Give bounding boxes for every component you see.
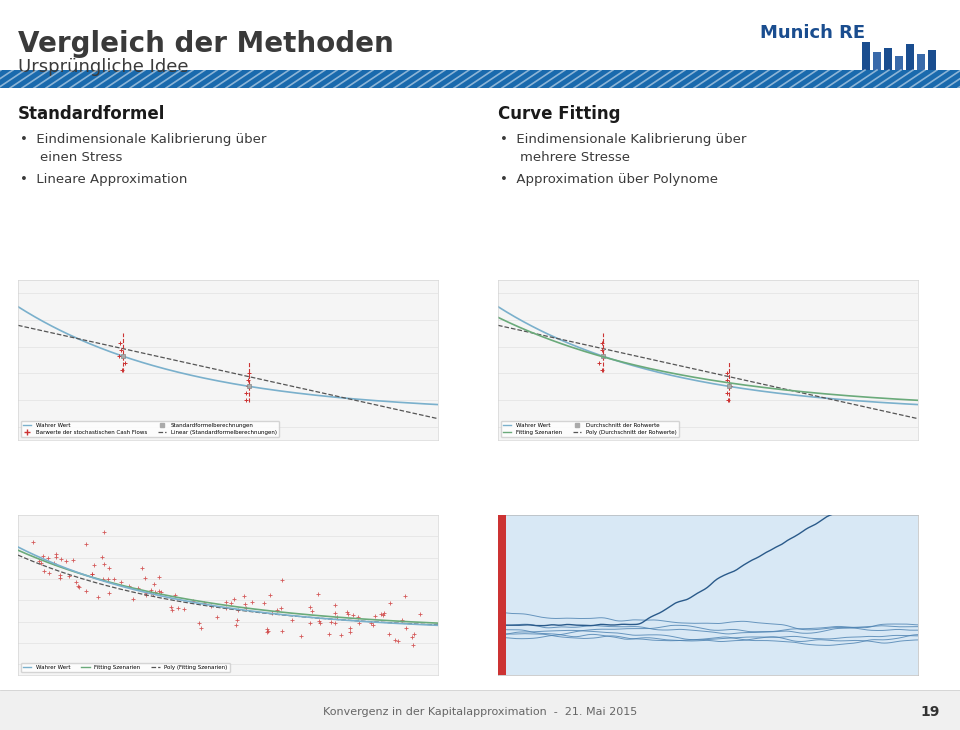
- Text: •  Eindimensionale Kalibrierung über: • Eindimensionale Kalibrierung über: [500, 133, 746, 146]
- Text: mehrere Stresse: mehrere Stresse: [520, 151, 630, 164]
- Legend: Wahrer Wert, Barwerte der stochastischen Cash Flows, Standardformelberechnungen,: Wahrer Wert, Barwerte der stochastischen…: [21, 421, 279, 437]
- Text: Munich RE: Munich RE: [760, 24, 865, 42]
- Bar: [0, 690, 960, 730]
- Text: Konvergenz in der Kapitalapproximation  -  21. Mai 2015: Konvergenz in der Kapitalapproximation -…: [323, 707, 637, 717]
- Text: •  Eindimensionale Kalibrierung über: • Eindimensionale Kalibrierung über: [500, 383, 746, 396]
- Bar: [0, 70, 960, 88]
- Bar: [873, 52, 881, 70]
- Text: •  Approximation über Assets: • Approximation über Assets: [500, 423, 696, 436]
- Text: •  Mehrdimensionale Kalibrierung über: • Mehrdimensionale Kalibrierung über: [20, 383, 279, 396]
- Text: Ursprüngliche Idee: Ursprüngliche Idee: [18, 58, 188, 76]
- Bar: [862, 42, 870, 70]
- Bar: [906, 44, 914, 70]
- Text: Cash Flows: Cash Flows: [520, 401, 594, 414]
- Bar: [895, 56, 903, 70]
- Text: Curve Fitting: Curve Fitting: [498, 105, 620, 123]
- Text: Standardformel: Standardformel: [18, 105, 165, 123]
- Text: •  Approximation über Polynome: • Approximation über Polynome: [500, 173, 718, 186]
- Text: sehr viele ungenaue Stresse: sehr viele ungenaue Stresse: [40, 401, 230, 414]
- Legend: Wahrer Wert, Fitting Szenarien, Durchschnitt der Rohwerte, Poly (Durchschnitt de: Wahrer Wert, Fitting Szenarien, Durchsch…: [501, 421, 679, 437]
- Bar: [917, 54, 925, 70]
- Text: •  Approximation über Polynome: • Approximation über Polynome: [20, 423, 238, 436]
- Text: •  Lineare Approximation: • Lineare Approximation: [20, 173, 187, 186]
- Bar: [498, 475, 507, 675]
- Text: einen Stress: einen Stress: [40, 151, 122, 164]
- Text: Vergleich der Methoden: Vergleich der Methoden: [18, 30, 394, 58]
- Text: •  Eindimensionale Kalibrierung über: • Eindimensionale Kalibrierung über: [20, 133, 266, 146]
- Bar: [928, 50, 936, 70]
- Bar: [884, 48, 892, 70]
- Text: Replicating Portfolio: Replicating Portfolio: [498, 355, 690, 373]
- Text: LSMC: LSMC: [18, 355, 69, 373]
- Legend: Wahrer Wert, Fitting Szenarien, Poly (Fitting Szenarien): Wahrer Wert, Fitting Szenarien, Poly (Fi…: [21, 663, 229, 672]
- Text: 19: 19: [921, 705, 940, 719]
